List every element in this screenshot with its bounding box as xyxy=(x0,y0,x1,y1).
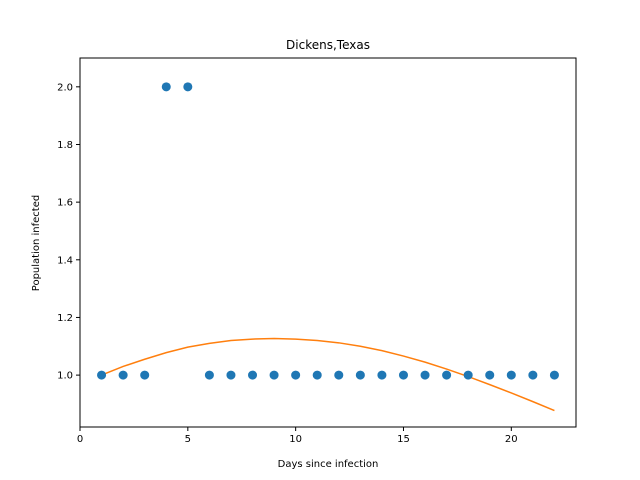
fit-line xyxy=(101,337,555,412)
y-tick-label: 1.6 xyxy=(57,198,73,209)
data-point xyxy=(97,370,107,380)
data-point xyxy=(549,370,559,380)
data-point xyxy=(506,370,516,380)
x-axis-label: Days since infection xyxy=(278,459,379,470)
data-point xyxy=(226,370,236,380)
y-axis-label: Population infected xyxy=(31,195,42,291)
data-point xyxy=(204,370,214,380)
plot-area xyxy=(97,82,559,412)
x-tick-label: 0 xyxy=(77,434,83,445)
x-tick-label: 10 xyxy=(289,434,302,445)
data-point xyxy=(355,370,365,380)
data-point xyxy=(118,370,128,380)
data-point xyxy=(485,370,495,380)
chart-title: Dickens,Texas xyxy=(286,38,370,52)
plot-frame xyxy=(79,57,577,428)
data-point xyxy=(140,370,150,380)
x-tick-label: 5 xyxy=(185,434,191,445)
data-point xyxy=(183,82,193,92)
x-tick-label: 20 xyxy=(505,434,518,445)
data-point xyxy=(463,370,473,380)
data-point xyxy=(269,370,279,380)
data-point xyxy=(291,370,301,380)
y-tick-label: 2.0 xyxy=(57,82,73,93)
data-point xyxy=(334,370,344,380)
data-point xyxy=(248,370,258,380)
x-axis: 0 5 10 15 20 xyxy=(77,427,518,445)
data-point xyxy=(528,370,538,380)
y-tick-label: 1.4 xyxy=(57,255,73,266)
y-tick-label: 1.2 xyxy=(57,313,73,324)
data-point xyxy=(420,370,430,380)
data-point xyxy=(442,370,452,380)
y-tick-label: 1.0 xyxy=(57,371,73,382)
y-tick-label: 1.8 xyxy=(57,140,73,151)
data-point xyxy=(377,370,387,380)
data-point xyxy=(161,82,171,92)
y-axis: 1.0 1.2 1.4 1.6 1.8 2.0 xyxy=(57,82,80,382)
x-tick-label: 15 xyxy=(397,434,410,445)
data-point xyxy=(312,370,322,380)
data-point xyxy=(398,370,408,380)
